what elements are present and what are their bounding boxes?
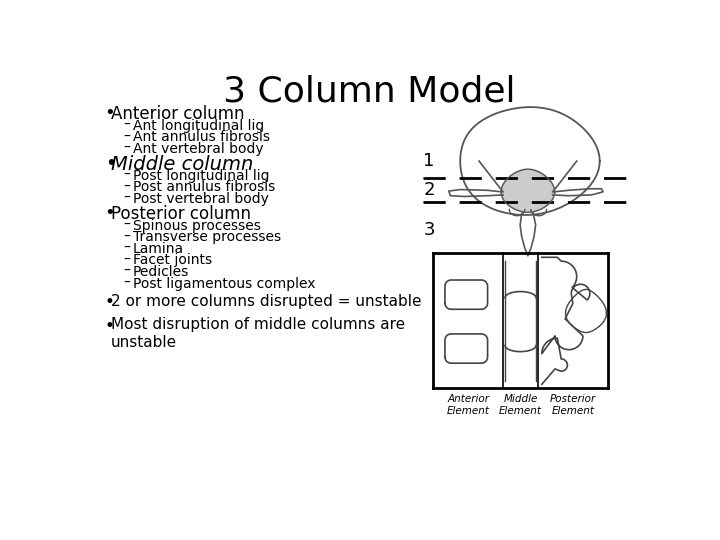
Text: Post vertebral body: Post vertebral body: [132, 192, 269, 206]
Text: –: –: [123, 276, 130, 290]
Text: –: –: [123, 118, 130, 132]
Text: Facet joints: Facet joints: [132, 253, 212, 267]
Text: –: –: [123, 241, 130, 255]
Text: Lamina: Lamina: [132, 242, 184, 256]
Text: 3 Column Model: 3 Column Model: [222, 74, 516, 108]
Text: Post longitudinal lig: Post longitudinal lig: [132, 168, 269, 183]
Text: Transverse processes: Transverse processes: [132, 231, 281, 244]
Text: Middle column: Middle column: [111, 155, 253, 174]
Text: Ant annulus fibrosis: Ant annulus fibrosis: [132, 130, 269, 144]
Text: •: •: [104, 294, 114, 312]
Text: Ant longitudinal lig: Ant longitudinal lig: [132, 119, 264, 133]
Text: •: •: [104, 316, 114, 335]
Polygon shape: [501, 169, 554, 212]
Text: –: –: [123, 130, 130, 144]
Text: –: –: [123, 264, 130, 278]
Text: Anterior column: Anterior column: [111, 105, 244, 123]
Text: Post annulus fibrosis: Post annulus fibrosis: [132, 180, 275, 194]
Text: –: –: [123, 230, 130, 244]
Text: Pedicles: Pedicles: [132, 265, 189, 279]
Text: Most disruption of middle columns are
unstable: Most disruption of middle columns are un…: [111, 318, 405, 350]
Text: Middle
Element: Middle Element: [499, 394, 542, 416]
Text: •: •: [104, 154, 116, 173]
Text: 1: 1: [423, 152, 435, 170]
Text: –: –: [123, 179, 130, 193]
Text: Posterior
Element: Posterior Element: [549, 394, 596, 416]
Text: •: •: [104, 204, 115, 222]
Text: 2: 2: [423, 180, 435, 199]
Text: •: •: [104, 104, 115, 122]
Text: 2 or more columns disrupted = unstable: 2 or more columns disrupted = unstable: [111, 294, 421, 309]
Text: –: –: [123, 253, 130, 267]
Text: –: –: [123, 168, 130, 182]
Text: Post ligamentous complex: Post ligamentous complex: [132, 276, 315, 291]
Text: Spinous processes: Spinous processes: [132, 219, 261, 233]
Text: –: –: [123, 141, 130, 155]
Text: –: –: [123, 218, 130, 232]
Text: 3: 3: [423, 221, 435, 239]
Text: Anterior
Element: Anterior Element: [446, 394, 490, 416]
Text: Posterior column: Posterior column: [111, 205, 251, 223]
Text: Ant vertebral body: Ant vertebral body: [132, 142, 264, 156]
Text: –: –: [123, 191, 130, 205]
